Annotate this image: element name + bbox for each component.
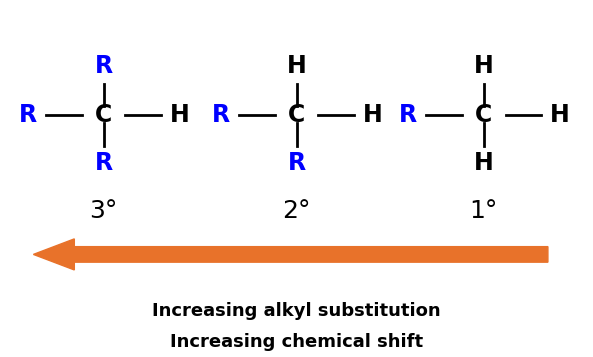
Text: H: H [286, 54, 307, 79]
Text: H: H [363, 102, 383, 127]
Text: Increasing chemical shift: Increasing chemical shift [170, 333, 423, 351]
Text: C: C [95, 102, 112, 127]
Text: H: H [550, 102, 570, 127]
Text: R: R [212, 102, 230, 127]
Text: H: H [474, 54, 493, 79]
FancyArrow shape [33, 239, 548, 270]
Text: R: R [19, 102, 37, 127]
Text: R: R [94, 151, 113, 175]
Text: H: H [170, 102, 190, 127]
Text: H: H [474, 151, 493, 175]
Text: 3°: 3° [90, 199, 118, 223]
Text: C: C [475, 102, 492, 127]
Text: 1°: 1° [470, 199, 498, 223]
Text: 2°: 2° [282, 199, 311, 223]
Text: C: C [288, 102, 305, 127]
Text: Increasing alkyl substitution: Increasing alkyl substitution [152, 302, 441, 320]
Text: R: R [288, 151, 305, 175]
Text: R: R [399, 102, 417, 127]
Text: R: R [94, 54, 113, 79]
